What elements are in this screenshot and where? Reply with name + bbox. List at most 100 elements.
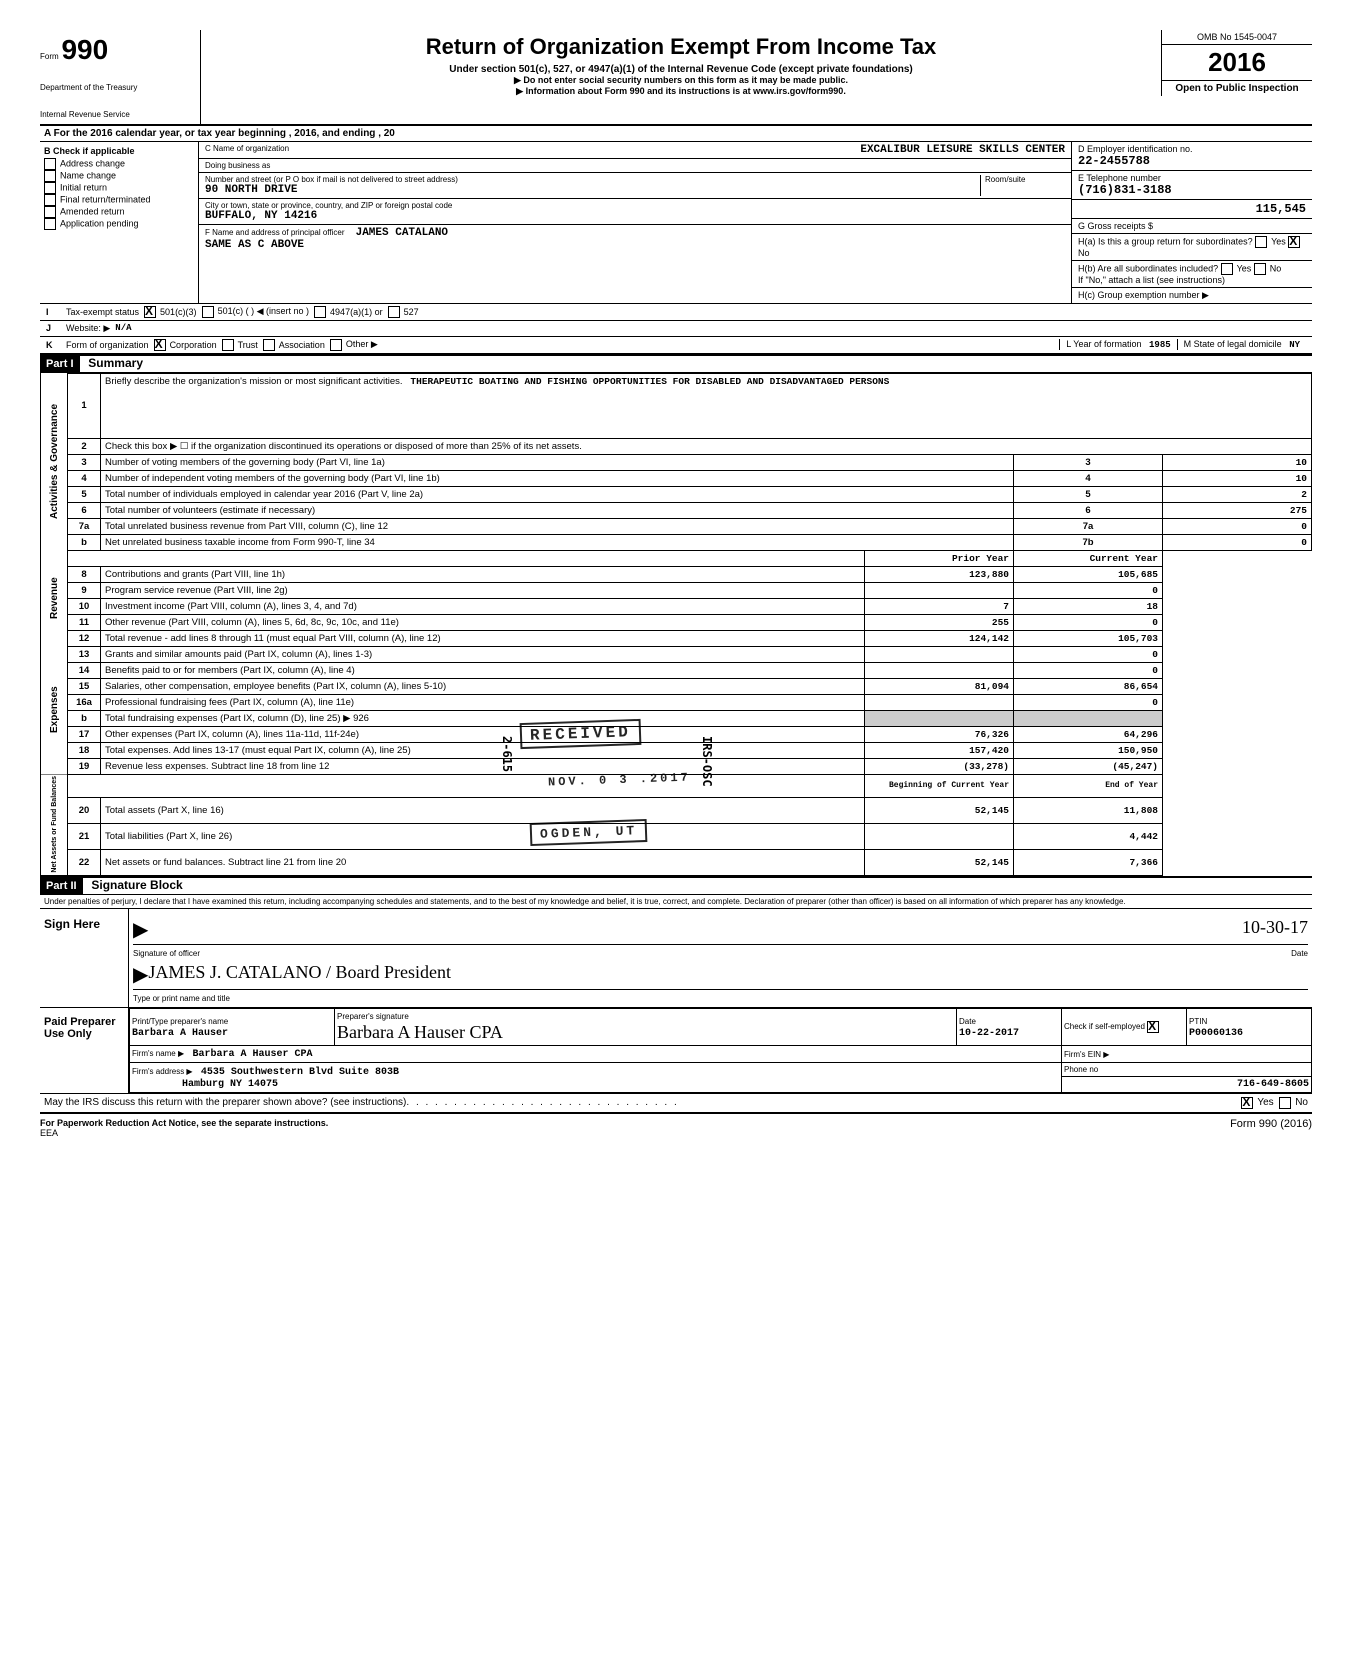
chk-501c3[interactable] [144,306,156,318]
ha-yes-checkbox[interactable] [1255,236,1267,248]
firm-ein-cell: Firm's EIN ▶ [1062,1046,1312,1063]
part-ii-badge: Part II [40,878,83,894]
chk-address-change[interactable]: Address change [44,158,194,170]
line-j-website: J Website: ▶ N/A [40,321,1312,337]
ha-no-checkbox[interactable] [1288,236,1300,248]
section-bcd: B Check if applicable Address change Nam… [40,142,1312,304]
side-revenue: Revenue [41,550,68,646]
exp-row-14: Benefits paid to or for members (Part IX… [101,662,865,678]
city-label: City or town, state or province, country… [205,201,1065,222]
perjury-statement: Under penalties of perjury, I declare th… [40,895,1312,909]
hb-subordinates: H(b) Are all subordinates included? Yes … [1072,261,1312,288]
rev-row-9: Program service revenue (Part VIII, line… [101,582,865,598]
prep-date-cell: Date10-22-2017 [957,1009,1062,1046]
form-note-ssn: ▶ Do not enter social security numbers o… [211,75,1151,86]
form-header: Form 990 Department of the Treasury Inte… [40,30,1312,126]
hb-yes-checkbox[interactable] [1221,263,1233,275]
rev-row-10: Investment income (Part VIII, column (A)… [101,598,865,614]
part-i-title: Summary [82,354,149,372]
part-ii-title: Signature Block [85,876,188,894]
sign-here-label: Sign Here [40,909,129,1007]
open-to-public: Open to Public Inspection [1162,81,1312,96]
chk-corporation[interactable] [154,339,166,351]
eea-mark: EEA [40,1128,58,1138]
principal-officer-label: F Name and address of principal officer … [205,227,1065,251]
chk-initial-return[interactable]: Initial return [44,182,194,194]
irs-osc-stamp: IRS-OSC [700,736,714,787]
exp-row-13: Grants and similar amounts paid (Part IX… [101,646,865,662]
preparer-phone: 716-649-8605 [1062,1077,1312,1093]
discuss-yes-checkbox[interactable] [1241,1097,1253,1109]
gov-row-5: Total number of individuals employed in … [101,486,1014,502]
website-value: N/A [115,323,131,333]
col-b-header: B Check if applicable [44,146,194,156]
exp-row-17: Other expenses (Part IX, column (A), lin… [101,726,865,742]
chk-4947[interactable] [314,306,326,318]
prep-sig-cell: Preparer's signatureBarbara A Hauser CPA [335,1009,957,1046]
mission-text: THERAPEUTIC BOATING AND FISHING OPPORTUN… [410,376,889,387]
prep-name-cell: Print/Type preparer's nameBarbara A Haus… [130,1009,335,1046]
gov-row-7a: Total unrelated business revenue from Pa… [101,518,1014,534]
ptin-cell: PTINP00060136 [1187,1009,1312,1046]
side-governance: Activities & Governance [41,373,68,550]
chk-association[interactable] [263,339,275,351]
chk-trust[interactable] [222,339,234,351]
sign-here-row: Sign Here ▶ 10-30-17 Signature of office… [40,909,1312,1008]
page-footer: For Paperwork Reduction Act Notice, see … [40,1114,1312,1138]
chk-501c[interactable] [202,306,214,318]
chk-name-change[interactable]: Name change [44,170,194,182]
chk-self-employed[interactable] [1147,1021,1159,1033]
col-d-right: D Employer identification no.22-2455788 … [1071,142,1312,303]
type-print-label: Type or print name and title [133,994,1308,1003]
chk-527[interactable] [388,306,400,318]
principal-officer-name: JAMES CATALANO [356,227,448,239]
exp-row-15: Salaries, other compensation, employee b… [101,678,865,694]
form-number: 990 [61,34,108,65]
street-address: 90 NORTH DRIVE [205,184,297,196]
dept-treasury: Department of the Treasury [40,84,190,93]
paid-preparer-label: Paid Preparer Use Only [40,1008,129,1093]
addr-label: Number and street (or P O box if mail is… [205,175,980,196]
side-expenses: Expenses [41,646,68,774]
rev-row-12: Total revenue - add lines 8 through 11 (… [101,630,865,646]
received-stamp: RECEIVED [520,719,642,749]
hb-no-checkbox[interactable] [1254,263,1266,275]
date-label: Date [1291,949,1308,958]
city-state-zip: BUFFALO, NY 14216 [205,210,317,222]
form-note-info: ▶ Information about Form 990 and its ins… [211,86,1151,97]
rev-row-11: Other revenue (Part VIII, column (A), li… [101,614,865,630]
line-i-tax-exempt: I Tax-exempt status 501(c)(3) 501(c) ( )… [40,304,1312,321]
ein-value: 22-2455788 [1078,154,1150,168]
chk-other[interactable] [330,339,342,351]
form-title: Return of Organization Exempt From Incom… [211,34,1151,60]
col-current-year: Current Year [1014,550,1163,566]
ogden-stamp: OGDEN, UT [530,819,648,846]
firm-addr-cell: Firm's address ▶ 4535 Southwestern Blvd … [130,1063,1062,1093]
col-prior-year: Prior Year [865,550,1014,566]
form-number-box: Form 990 Department of the Treasury Inte… [40,30,201,124]
pra-notice: For Paperwork Reduction Act Notice, see … [40,1118,328,1128]
arrow-icon: ▶ [133,917,148,942]
chk-final-return[interactable]: Final return/terminated [44,194,194,206]
phone-cell: E Telephone number(716)831-3188 [1072,171,1312,200]
dept-irs: Internal Revenue Service [40,111,190,120]
phone-value: (716)831-3188 [1078,183,1172,197]
sig-officer-label: Signature of officer [133,949,1291,958]
arrow-icon: ▶ [133,962,148,987]
discuss-no-checkbox[interactable] [1279,1097,1291,1109]
chk-application-pending[interactable]: Application pending [44,218,194,230]
omb-number: OMB No 1545-0047 [1162,30,1312,45]
mission-cell: Briefly describe the organization's miss… [101,373,1312,438]
org-name-label: C Name of organization [205,144,858,156]
part-i-header-row: Part I Summary [40,354,1312,373]
gross-receipts-label: G Gross receipts $ [1072,219,1312,234]
self-employed-cell: Check if self-employed [1062,1009,1187,1046]
chk-amended-return[interactable]: Amended return [44,206,194,218]
form-subtitle: Under section 501(c), 527, or 4947(a)(1)… [211,64,1151,75]
sign-date: 10-30-17 [1242,917,1308,942]
phone-label-cell: Phone no [1062,1063,1312,1077]
part-i-badge: Part I [40,356,80,372]
firm-name-cell: Firm's name ▶ Barbara A Hauser CPA [130,1046,1062,1063]
form-reference: Form 990 (2016) [1230,1118,1312,1138]
title-box: Return of Organization Exempt From Incom… [201,30,1161,101]
